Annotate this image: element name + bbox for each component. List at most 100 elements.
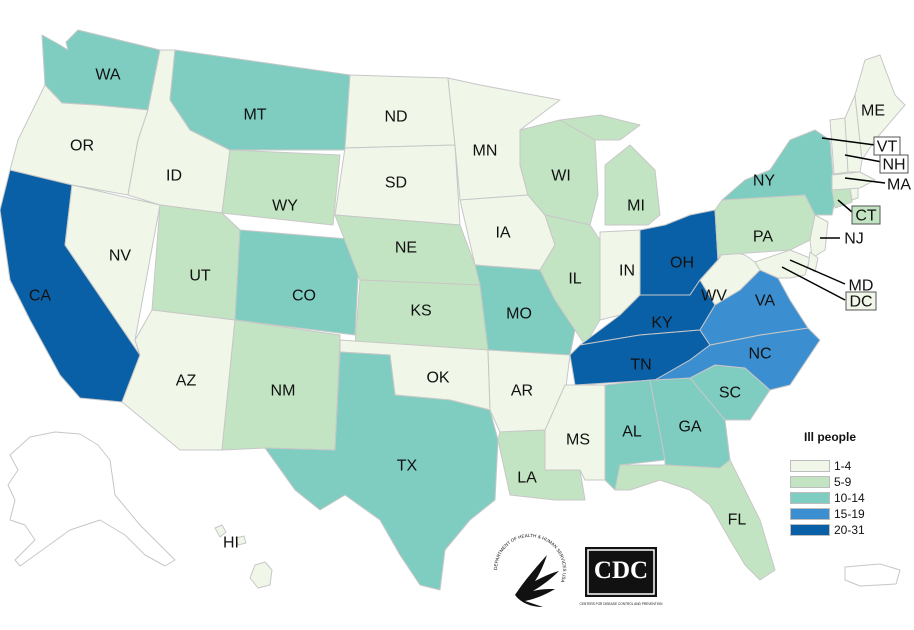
state-HI xyxy=(249,561,273,589)
state-WY xyxy=(221,149,341,226)
legend-label: 20-31 xyxy=(834,523,865,537)
svg-text:VT: VT xyxy=(877,139,898,156)
state-label-PA: PA xyxy=(753,229,773,246)
state-MI-up xyxy=(559,114,641,141)
boxed-label-NH: NH xyxy=(879,154,909,174)
legend-item: 15-19 xyxy=(790,506,900,522)
legend-swatch xyxy=(790,476,830,488)
state-label-WV: WV xyxy=(701,288,727,305)
hhs-seal: DEPARTMENT OF HEALTH & HUMAN SERVICES US… xyxy=(493,533,567,607)
state-label-ID: ID xyxy=(166,168,182,185)
hhs-eagle-icon xyxy=(515,555,559,607)
state-shapes xyxy=(0,29,906,591)
legend-swatch xyxy=(790,524,830,536)
state-AK xyxy=(7,431,176,567)
state-label-MS: MS xyxy=(566,432,590,449)
state-label-NC: NC xyxy=(748,346,771,363)
state-label-MN: MN xyxy=(473,143,498,160)
state-label-IL: IL xyxy=(568,271,581,288)
legend-rows: 1-4 5-9 10-14 15-19 20-31 xyxy=(790,458,900,538)
state-label-WY: WY xyxy=(272,198,298,215)
boxed-label-MD: MD xyxy=(849,278,874,295)
state-label-CA: CA xyxy=(29,288,52,305)
state-label-VA: VA xyxy=(755,293,775,310)
agency-logos: DEPARTMENT OF HEALTH & HUMAN SERVICES US… xyxy=(493,533,664,607)
state-label-SC: SC xyxy=(719,385,741,402)
state-MD xyxy=(754,249,811,279)
cdc-tagline: CENTERS FOR DISEASE CONTROL AND PREVENTI… xyxy=(580,602,664,606)
legend-item: 1-4 xyxy=(790,458,900,474)
boxed-label-CT: CT xyxy=(851,205,881,225)
state-NH xyxy=(844,94,863,173)
leader-lines xyxy=(781,137,886,301)
legend-label: 15-19 xyxy=(834,507,865,521)
leader-line-CT xyxy=(837,199,853,213)
state-label-WI: WI xyxy=(551,168,571,185)
leader-line-NH xyxy=(844,154,883,163)
cdc-logo-text: CDC xyxy=(594,557,648,584)
state-label-OH: OH xyxy=(670,255,694,272)
state-IL xyxy=(539,214,601,346)
cdc-logo: CDC CENTERS FOR DISEASE CONTROL AND PREV… xyxy=(580,547,664,606)
leader-line-MD xyxy=(789,259,846,285)
state-HI-isle xyxy=(235,535,247,546)
state-label-NY: NY xyxy=(753,173,776,190)
state-label-SD: SD xyxy=(385,175,407,192)
state-label-ND: ND xyxy=(384,109,407,126)
boxed-label-VT: VT xyxy=(873,136,901,156)
state-label-TX: TX xyxy=(397,458,418,475)
legend-swatch xyxy=(790,460,830,472)
state-label-WA: WA xyxy=(95,67,121,84)
svg-text:MD: MD xyxy=(849,278,874,295)
svg-text:NH: NH xyxy=(882,157,905,174)
state-label-NM: NM xyxy=(271,383,296,400)
state-label-HI: HI xyxy=(223,535,239,552)
state-label-KS: KS xyxy=(410,303,431,320)
state-label-OR: OR xyxy=(70,138,94,155)
legend-item: 10-14 xyxy=(790,490,900,506)
state-MI xyxy=(604,144,661,226)
state-UT xyxy=(151,204,241,321)
leader-line-MA xyxy=(844,177,886,184)
legend-swatch xyxy=(790,508,830,520)
state-CT xyxy=(831,187,853,209)
legend: Ill people 1-4 5-9 10-14 15-19 20-31 xyxy=(790,430,900,538)
svg-text:CT: CT xyxy=(855,208,877,225)
legend-item: 20-31 xyxy=(790,522,900,538)
state-label-FL: FL xyxy=(728,512,747,529)
state-label-IA: IA xyxy=(495,225,510,242)
svg-text:MA: MA xyxy=(887,177,911,194)
state-label-NV: NV xyxy=(109,248,132,265)
state-label-MI: MI xyxy=(627,198,645,215)
boxed-label-DC: DC xyxy=(845,291,877,311)
leader-line-VT xyxy=(821,137,876,146)
state-label-AR: AR xyxy=(511,383,533,400)
leader-line-DC xyxy=(781,266,846,301)
legend-label: 10-14 xyxy=(834,491,865,505)
state-label-CO: CO xyxy=(292,288,316,305)
legend-label: 5-9 xyxy=(834,475,852,489)
boxed-label-NJ: NJ xyxy=(844,231,864,248)
state-label-LA: LA xyxy=(517,470,537,487)
legend-label: 1-4 xyxy=(834,459,852,473)
state-FL xyxy=(614,459,776,581)
state-label-IN: IN xyxy=(619,263,635,280)
state-NJ xyxy=(809,214,829,259)
state-DE xyxy=(807,251,819,273)
state-label-OK: OK xyxy=(426,370,449,387)
state-label-AL: AL xyxy=(622,424,642,441)
state-PA xyxy=(714,194,816,261)
state-label-MT: MT xyxy=(243,107,266,124)
state-TX xyxy=(264,351,499,591)
state-label-TN: TN xyxy=(630,357,651,374)
state-label-AZ: AZ xyxy=(176,373,197,390)
svg-text:DC: DC xyxy=(849,294,872,311)
state-labels: WA OR CA ID NV MT WY UT AZ CO NM ND SD NE KS OK TX MN IA MO… xyxy=(29,67,885,552)
territory-PR xyxy=(844,563,901,587)
state-HI-isle xyxy=(214,524,227,538)
svg-text:NJ: NJ xyxy=(844,231,864,248)
legend-swatch xyxy=(790,492,830,504)
legend-item: 5-9 xyxy=(790,474,900,490)
state-label-UT: UT xyxy=(189,268,211,285)
